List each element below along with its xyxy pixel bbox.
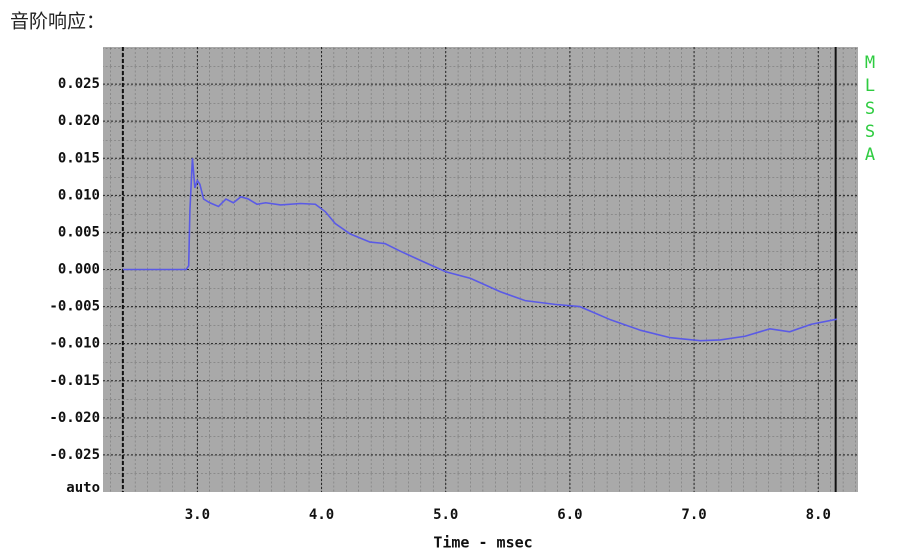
y-tick-label: 0.025 [58, 76, 100, 92]
data-line [122, 158, 838, 342]
y-tick-label: -0.020 [49, 410, 100, 426]
x-axis-label: Time - msec [433, 534, 532, 552]
y-tick-label: -0.025 [49, 447, 100, 463]
y-tick-label: -0.010 [49, 336, 100, 352]
y-tick-label: 0.015 [58, 150, 100, 166]
x-tick-label: 4.0 [309, 507, 334, 523]
y-tick-label: 0.000 [58, 262, 100, 278]
x-tick-label: 8.0 [806, 507, 831, 523]
x-tick-label: 3.0 [185, 507, 210, 523]
y-tick-label: 0.010 [58, 187, 100, 203]
x-tick-label: 5.0 [433, 507, 458, 523]
y-tick-label: auto [66, 480, 100, 496]
y-tick-label: -0.005 [49, 299, 100, 315]
y-tick-label: -0.015 [49, 373, 100, 389]
y-tick-label: 0.005 [58, 224, 100, 240]
x-tick-label: 6.0 [557, 507, 582, 523]
y-tick-label: 0.020 [58, 113, 100, 129]
chart-title: 音阶响应： [10, 11, 105, 33]
x-tick-label: 7.0 [681, 507, 706, 523]
